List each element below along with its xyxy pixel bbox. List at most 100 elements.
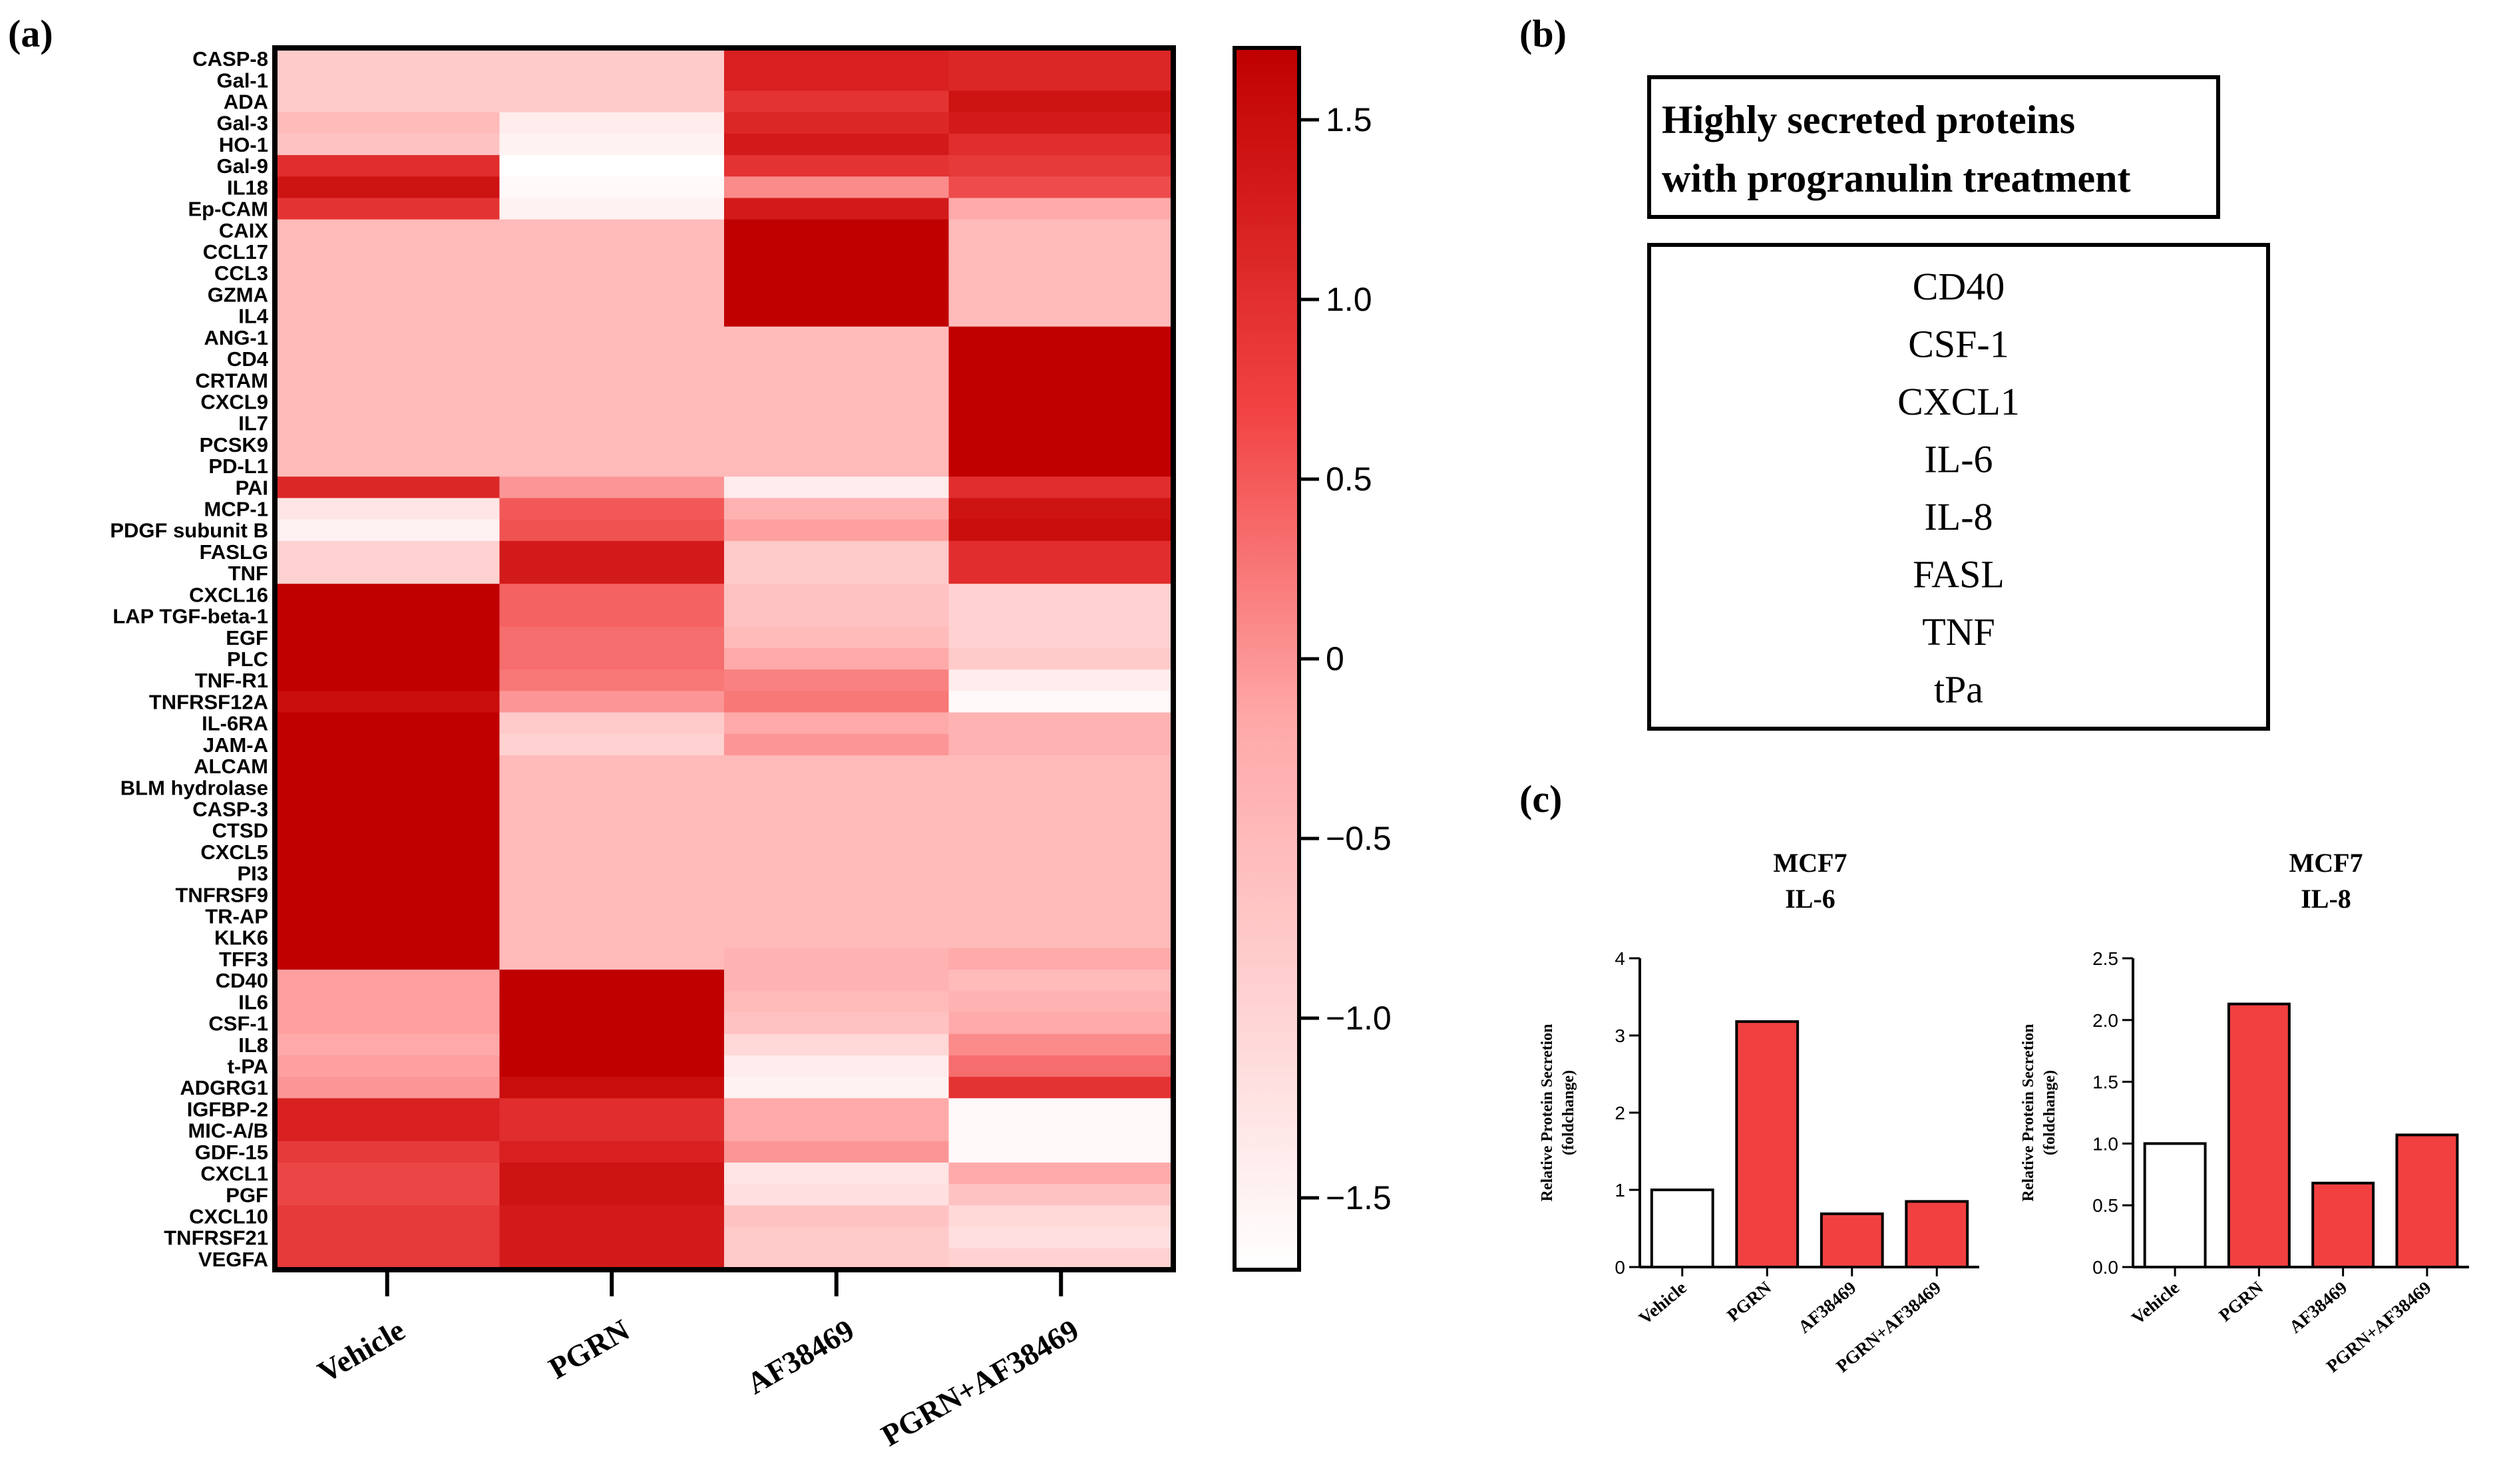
heatmap-cell bbox=[948, 691, 1174, 713]
heatmap-row-label: MCP-1 bbox=[204, 498, 268, 521]
heatmap-cell bbox=[948, 669, 1174, 691]
bar-chart-title-line-2: IL-6 bbox=[1785, 884, 1835, 914]
heatmap-cell bbox=[499, 819, 725, 842]
heatmap-cell bbox=[499, 498, 725, 520]
secreted-proteins-box bbox=[1647, 243, 2270, 731]
bar-chart-y-tick-label: 2 bbox=[1615, 1103, 1625, 1123]
bar-chart-ylabel-line-1: Relative Protein Secretion bbox=[2020, 1023, 2037, 1201]
heatmap-column-labels: Vehicle PGRN AF38469 PGRN+AF38469 bbox=[312, 1270, 1084, 1453]
heatmap-cell bbox=[724, 540, 950, 563]
heatmap-row-label: CRTAM bbox=[195, 369, 268, 392]
heatmap-cell bbox=[724, 1119, 950, 1142]
heatmap-cell bbox=[275, 1248, 500, 1270]
heatmap-cell bbox=[724, 584, 950, 606]
heatmap-cell bbox=[724, 712, 950, 735]
heatmap-cell bbox=[948, 1248, 1174, 1270]
heatmap-cell bbox=[275, 1184, 500, 1206]
bar-chart-title-line-1: MCF7 bbox=[2289, 848, 2363, 878]
heatmap-cell bbox=[724, 991, 950, 1014]
heatmap-cell bbox=[724, 1205, 950, 1228]
heatmap-cell bbox=[948, 1119, 1174, 1142]
heatmap-cell bbox=[724, 862, 950, 884]
heatmap-cell bbox=[499, 412, 725, 435]
heatmap-cell bbox=[724, 391, 950, 413]
heatmap-cell bbox=[275, 1012, 500, 1035]
heatmap-cell bbox=[724, 112, 950, 134]
colorbar-tick-label: −0.5 bbox=[1326, 820, 1392, 857]
heatmap-cell bbox=[724, 240, 950, 263]
heatmap-cell bbox=[499, 948, 725, 970]
heatmap-cell bbox=[948, 1162, 1174, 1185]
heatmap-cell bbox=[499, 455, 725, 477]
heatmap-cell bbox=[724, 219, 950, 242]
heatmap-cell bbox=[499, 1184, 725, 1206]
panel-label-a: (a) bbox=[8, 12, 53, 55]
heatmap-cell bbox=[275, 198, 500, 220]
heatmap-cell bbox=[499, 519, 725, 542]
heatmap-cell bbox=[724, 198, 950, 220]
bar-chart-y-tick-label: 1.0 bbox=[2092, 1133, 2118, 1154]
heatmap-row-label: CSF-1 bbox=[208, 1012, 268, 1035]
bar-chart-category-label: Vehicle bbox=[2128, 1278, 2183, 1328]
heatmap-cell bbox=[499, 1141, 725, 1163]
heatmap-cell bbox=[275, 948, 500, 970]
heatmap-cell bbox=[724, 305, 950, 327]
heatmap-cell bbox=[499, 91, 725, 113]
bar-chart-y-tick-label: 2.5 bbox=[2092, 948, 2118, 969]
secreted-protein-item: CSF-1 bbox=[1908, 323, 2009, 366]
heatmap-cell bbox=[499, 840, 725, 863]
heatmap-cells bbox=[275, 48, 1174, 1270]
heatmap-cell bbox=[948, 1205, 1174, 1228]
heatmap-row-label: IL4 bbox=[238, 305, 269, 328]
heatmap-cell bbox=[275, 262, 500, 284]
heatmap-cell bbox=[275, 862, 500, 884]
heatmap-cell bbox=[499, 884, 725, 906]
heatmap-cell bbox=[275, 584, 500, 606]
bar bbox=[2227, 1002, 2291, 1268]
heatmap-cell bbox=[499, 1012, 725, 1035]
heatmap-cell bbox=[724, 840, 950, 863]
heatmap-row-label: TNF bbox=[228, 562, 268, 585]
heatmap-cell bbox=[499, 798, 725, 821]
heatmap-column-label: AF38469 bbox=[741, 1312, 860, 1400]
heatmap-cell bbox=[948, 240, 1174, 263]
heatmap-cell bbox=[724, 733, 950, 756]
heatmap-cell bbox=[948, 391, 1174, 413]
heatmap-cell bbox=[948, 905, 1174, 928]
heatmap-column-label: PGRN bbox=[543, 1312, 635, 1385]
heatmap-row-label: CXCL1 bbox=[200, 1162, 268, 1185]
heatmap-row-label: CXCL16 bbox=[189, 583, 268, 606]
secreted-protein-item: IL-8 bbox=[1924, 495, 1993, 538]
heatmap-cell bbox=[724, 605, 950, 628]
heatmap-cell bbox=[724, 1077, 950, 1099]
heatmap-cell bbox=[724, 476, 950, 499]
heatmap-row-label: GDF-15 bbox=[195, 1141, 268, 1164]
bar-chart-y-tick-label: 2.0 bbox=[2092, 1010, 2118, 1031]
heatmap-row-label: TNFRSF21 bbox=[164, 1226, 268, 1250]
heatmap-cell bbox=[724, 562, 950, 584]
heatmap-row-label: IL7 bbox=[238, 412, 268, 435]
heatmap-cell bbox=[499, 691, 725, 713]
heatmap-cell bbox=[499, 1205, 725, 1228]
colorbar-tick-label: 0.5 bbox=[1326, 461, 1372, 498]
heatmap-cell bbox=[275, 777, 500, 799]
heatmap-cell bbox=[499, 970, 725, 992]
bar-chart-y-tick-label: 1.5 bbox=[2092, 1072, 2118, 1093]
heatmap-cell bbox=[499, 476, 725, 499]
heatmap-cell bbox=[948, 1226, 1174, 1249]
bar bbox=[2311, 1181, 2375, 1268]
heatmap-cell bbox=[499, 755, 725, 777]
heatmap-cell bbox=[948, 155, 1174, 177]
heatmap-cell bbox=[724, 133, 950, 156]
heatmap-cell bbox=[499, 712, 725, 735]
heatmap-cell bbox=[948, 605, 1174, 628]
heatmap-cell bbox=[724, 69, 950, 92]
heatmap-cell bbox=[275, 305, 500, 327]
bar-chart-category-label: AF38469 bbox=[2285, 1278, 2351, 1338]
heatmap-cell bbox=[499, 112, 725, 134]
heatmap-row-label: CXCL5 bbox=[200, 840, 268, 864]
heatmap-cell bbox=[499, 562, 725, 584]
heatmap-cell bbox=[948, 926, 1174, 949]
heatmap-row-label: IL8 bbox=[238, 1033, 268, 1057]
heatmap-row-label: ADA bbox=[224, 91, 268, 114]
